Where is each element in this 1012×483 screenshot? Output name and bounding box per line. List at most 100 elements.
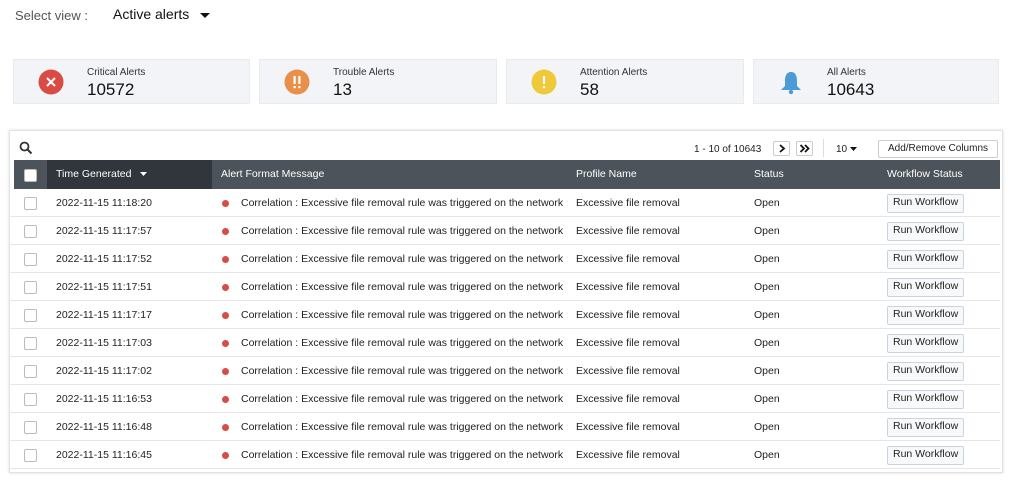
severity-dot bbox=[222, 200, 229, 207]
trouble-card[interactable]: Trouble Alerts 13 bbox=[259, 59, 497, 104]
column-header[interactable]: Profile Name bbox=[576, 168, 637, 180]
status-cell: Open bbox=[754, 421, 780, 433]
message-cell: Correlation : Excessive file removal rul… bbox=[241, 449, 564, 461]
columns-button[interactable]: Add/Remove Columns bbox=[878, 140, 998, 158]
time-cell: 2022-11-15 11:16:45 bbox=[56, 449, 152, 461]
message-cell: Correlation : Excessive file removal rul… bbox=[241, 253, 564, 265]
status-cell: Open bbox=[754, 449, 780, 461]
status-cell: Open bbox=[754, 253, 780, 265]
message-cell: Correlation : Excessive file removal rul… bbox=[241, 281, 564, 293]
row-checkbox[interactable] bbox=[24, 393, 37, 406]
status-cell: Open bbox=[754, 197, 780, 209]
card-label: All Alerts bbox=[827, 67, 866, 78]
card-count: 58 bbox=[580, 80, 599, 99]
row-checkbox[interactable] bbox=[24, 365, 37, 378]
message-cell: Correlation : Excessive file removal rul… bbox=[241, 309, 564, 321]
row-checkbox[interactable] bbox=[24, 449, 37, 462]
status-cell: Open bbox=[754, 337, 780, 349]
table-row: 2022-11-15 11:17:17 Correlation : Excessi… bbox=[10, 301, 1000, 329]
table-row: 2022-11-15 11:16:53 Correlation : Excessi… bbox=[10, 385, 1000, 413]
run-workflow-button[interactable]: Run Workflow bbox=[887, 222, 965, 241]
run-workflow-button[interactable]: Run Workflow bbox=[887, 390, 965, 409]
profile-cell: Excessive file removal bbox=[576, 253, 680, 265]
search-icon[interactable] bbox=[19, 141, 33, 155]
table-row: 2022-11-15 11:16:48 Correlation : Excessi… bbox=[10, 413, 1000, 441]
table-row: 2022-11-15 11:17:52 Correlation : Excessi… bbox=[10, 245, 1000, 273]
time-cell: 2022-11-15 11:17:17 bbox=[56, 309, 152, 321]
column-header[interactable]: Workflow Status bbox=[887, 168, 963, 180]
bell-icon bbox=[781, 72, 801, 95]
select-all[interactable] bbox=[24, 169, 37, 182]
profile-cell: Excessive file removal bbox=[576, 197, 680, 209]
attention-icon bbox=[531, 69, 557, 95]
message-cell: Correlation : Excessive file removal rul… bbox=[241, 337, 564, 349]
view-value: Active alerts bbox=[113, 6, 190, 22]
view-label: Select view : bbox=[15, 8, 88, 23]
row-checkbox[interactable] bbox=[24, 421, 37, 434]
divider bbox=[823, 139, 824, 157]
profile-cell: Excessive file removal bbox=[576, 337, 680, 349]
message-cell: Correlation : Excessive file removal rul… bbox=[241, 225, 564, 237]
row-checkbox[interactable] bbox=[24, 197, 37, 210]
run-workflow-button[interactable]: Run Workflow bbox=[887, 278, 965, 297]
message-cell: Correlation : Excessive file removal rul… bbox=[241, 393, 564, 405]
time-cell: 2022-11-15 11:16:53 bbox=[56, 393, 152, 405]
run-workflow-button[interactable]: Run Workflow bbox=[887, 446, 965, 465]
column-header[interactable]: Status bbox=[754, 168, 784, 180]
row-checkbox[interactable] bbox=[24, 337, 37, 350]
row-checkbox[interactable] bbox=[24, 281, 37, 294]
all-card[interactable]: All Alerts 10643 bbox=[753, 59, 999, 104]
message-cell: Correlation : Excessive file removal rul… bbox=[241, 421, 564, 433]
row-checkbox[interactable] bbox=[24, 309, 37, 322]
status-cell: Open bbox=[754, 365, 780, 377]
severity-dot bbox=[222, 284, 229, 291]
severity-dot bbox=[222, 424, 229, 431]
column-header[interactable]: Alert Format Message bbox=[221, 168, 325, 180]
last-page[interactable] bbox=[796, 141, 813, 156]
time-cell: 2022-11-15 11:17:02 bbox=[56, 365, 152, 377]
row-checkbox[interactable] bbox=[24, 225, 37, 238]
run-workflow-button[interactable]: Run Workflow bbox=[887, 250, 965, 269]
alerts-table: 1 - 10 of 10643 10 Add/Remove Columns Ti… bbox=[9, 130, 1003, 473]
severity-dot bbox=[222, 256, 229, 263]
message-cell: Correlation : Excessive file removal rul… bbox=[241, 197, 564, 209]
run-workflow-button[interactable]: Run Workflow bbox=[887, 334, 965, 353]
status-cell: Open bbox=[754, 281, 780, 293]
profile-cell: Excessive file removal bbox=[576, 225, 680, 237]
next-icon bbox=[779, 144, 786, 153]
table-row: 2022-11-15 11:18:20 Correlation : Excessi… bbox=[10, 189, 1000, 217]
attention-card[interactable]: Attention Alerts 58 bbox=[506, 59, 744, 104]
page-size[interactable]: 10 bbox=[836, 144, 858, 155]
card-count: 10643 bbox=[827, 80, 875, 99]
time-cell: 2022-11-15 11:16:48 bbox=[56, 421, 152, 433]
profile-cell: Excessive file removal bbox=[576, 393, 680, 405]
trouble-icon bbox=[284, 69, 310, 95]
dropdown-caret bbox=[200, 13, 211, 18]
time-cell: 2022-11-15 11:18:20 bbox=[56, 197, 152, 209]
next-page[interactable] bbox=[773, 141, 790, 156]
table-row: 2022-11-15 11:17:57 Correlation : Excessi… bbox=[10, 217, 1000, 245]
critical-card[interactable]: Critical Alerts 10572 bbox=[13, 59, 250, 104]
severity-dot bbox=[222, 340, 229, 347]
table-row: 2022-11-15 11:17:03 Correlation : Excessi… bbox=[10, 329, 1000, 357]
run-workflow-button[interactable]: Run Workflow bbox=[887, 306, 965, 325]
row-checkbox[interactable] bbox=[24, 253, 37, 266]
sorted-header bbox=[47, 160, 212, 189]
run-workflow-button[interactable]: Run Workflow bbox=[887, 362, 965, 381]
run-workflow-button[interactable]: Run Workflow bbox=[887, 418, 965, 437]
profile-cell: Excessive file removal bbox=[576, 365, 680, 377]
sort-caret bbox=[140, 172, 148, 176]
severity-dot bbox=[222, 368, 229, 375]
view-dropdown[interactable]: Active alerts bbox=[113, 6, 211, 22]
severity-dot bbox=[222, 396, 229, 403]
table-row: 2022-11-15 11:17:02 Correlation : Excessi… bbox=[10, 357, 1000, 385]
page-range: 1 - 10 of 10643 bbox=[694, 144, 762, 155]
column-header[interactable]: Time Generated bbox=[56, 160, 148, 189]
time-cell: 2022-11-15 11:17:57 bbox=[56, 225, 152, 237]
time-cell: 2022-11-15 11:17:51 bbox=[56, 281, 152, 293]
profile-cell: Excessive file removal bbox=[576, 309, 680, 321]
status-cell: Open bbox=[754, 225, 780, 237]
run-workflow-button[interactable]: Run Workflow bbox=[887, 194, 965, 213]
critical-icon bbox=[38, 69, 64, 95]
